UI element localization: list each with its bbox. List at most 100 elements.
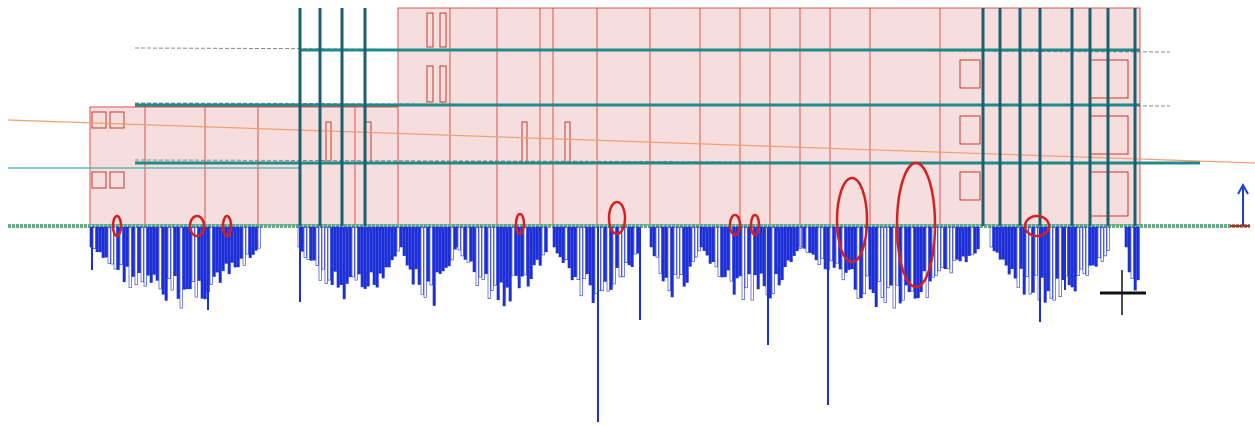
diagram-bar xyxy=(455,227,457,247)
diagram-bar xyxy=(243,227,245,265)
diagram-bar xyxy=(748,227,750,274)
diagram-bar xyxy=(1008,227,1010,274)
diagram-bar xyxy=(165,227,167,300)
diagram-bar xyxy=(430,227,432,285)
diagram-bar xyxy=(445,227,447,268)
diagram-bar xyxy=(592,227,594,303)
diagram-bar xyxy=(391,227,393,260)
diagram-bar xyxy=(650,227,652,247)
diagram-bar xyxy=(553,227,555,247)
diagram-bar xyxy=(787,227,789,260)
diagram-bar xyxy=(132,227,134,277)
diagram-bar xyxy=(769,227,771,298)
diagram-bar xyxy=(977,227,979,249)
diagram-bar xyxy=(806,227,808,252)
diagram-bar xyxy=(180,227,182,308)
diagram-bar xyxy=(512,227,514,275)
diagram-bar xyxy=(461,227,463,256)
diagram-bar xyxy=(968,227,970,256)
diagram-bar xyxy=(659,227,661,273)
diagram-bar xyxy=(210,227,212,285)
diagram-bar xyxy=(1077,227,1079,276)
diagram-bar xyxy=(1047,227,1049,291)
panel xyxy=(398,8,1140,225)
diagram-bars xyxy=(90,227,1139,422)
diagram-bar xyxy=(709,227,711,264)
panel xyxy=(300,107,398,225)
diagram-bar xyxy=(509,227,511,301)
diagram-bar xyxy=(491,227,493,290)
diagram-bar xyxy=(506,227,508,287)
diagram-bar xyxy=(700,227,702,247)
diagram-bar xyxy=(123,227,125,282)
diagram-bar xyxy=(703,227,705,251)
diagram-bar xyxy=(1020,227,1022,269)
diagram-bar xyxy=(415,227,417,269)
diagram-bar xyxy=(857,227,859,298)
diagram-bar xyxy=(821,227,823,258)
diagram-bar xyxy=(1086,227,1088,275)
diagram-bar xyxy=(923,227,925,271)
diagram-bar xyxy=(730,227,732,281)
diagram-bar xyxy=(944,227,946,269)
diagram-bar xyxy=(715,227,717,267)
diagram-bar xyxy=(343,227,345,299)
diagram-bar xyxy=(996,227,998,252)
diagram-bar xyxy=(586,227,588,274)
diagram-bar xyxy=(527,227,529,286)
diagram-bar xyxy=(887,227,889,288)
diagram-bar xyxy=(358,227,360,274)
diagram-bar xyxy=(96,227,98,252)
diagram-bar xyxy=(613,227,615,284)
diagram-bar xyxy=(751,227,753,300)
diagram-bar xyxy=(580,227,582,296)
diagram-bar xyxy=(515,227,517,276)
diagram-bar xyxy=(147,227,149,275)
diagram-bar xyxy=(500,227,502,282)
diagram-bar xyxy=(607,227,609,291)
diagram-bar xyxy=(724,227,726,277)
diagram-bar xyxy=(953,227,955,260)
diagram-bar xyxy=(893,227,895,308)
diagram-bar xyxy=(174,227,176,276)
diagram-bar xyxy=(1059,227,1061,297)
diagram-bar xyxy=(171,227,173,290)
diagram-bar xyxy=(464,227,466,259)
diagram-bar xyxy=(479,227,481,277)
diagram-bar xyxy=(950,227,952,273)
diagram-bar xyxy=(337,227,339,287)
diagram-bar xyxy=(818,227,820,265)
diagram-bar xyxy=(108,227,110,264)
diagram-bar xyxy=(869,227,871,289)
diagram-bar xyxy=(316,227,318,266)
diagram-bar xyxy=(884,227,886,302)
diagram-bar xyxy=(319,227,321,280)
diagram-bar xyxy=(322,227,324,269)
diagram-bar xyxy=(1071,227,1073,287)
diagram-bar xyxy=(721,227,723,277)
diagram-bar xyxy=(168,227,170,279)
diagram-bar xyxy=(653,227,655,256)
diagram-bar xyxy=(159,227,161,289)
diagram-bar xyxy=(385,227,387,267)
diagram-bar xyxy=(926,227,928,298)
diagram-bar xyxy=(562,227,564,263)
diagram-bar xyxy=(662,227,664,281)
diagram-bar xyxy=(409,227,411,269)
diagram-bar xyxy=(830,227,832,261)
diagram-bar xyxy=(604,227,606,281)
diagram-bar xyxy=(237,227,239,267)
diagram-bar xyxy=(183,227,185,289)
diagram-bar xyxy=(881,227,883,298)
diagram-bar xyxy=(352,227,354,277)
diagram-bar xyxy=(1002,227,1004,259)
panel xyxy=(90,107,300,225)
diagram-bar xyxy=(539,227,541,265)
diagram-bar xyxy=(712,227,714,262)
diagram-bar xyxy=(313,227,315,260)
diagram-bar xyxy=(433,227,435,306)
diagram-bar xyxy=(781,227,783,280)
diagram-bar xyxy=(745,227,747,288)
diagram-bar xyxy=(878,227,880,282)
